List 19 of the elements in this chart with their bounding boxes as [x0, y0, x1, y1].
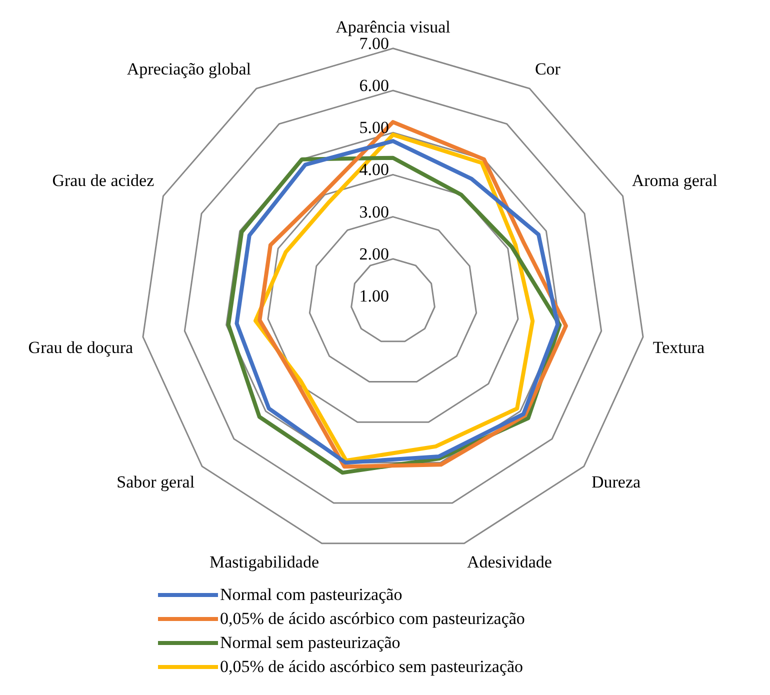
spoke-label: Dureza [591, 472, 641, 492]
spoke-label: Textura [652, 338, 706, 358]
y-tick-label: 4.00 [359, 160, 389, 180]
legend-label: 0,05% de ácido ascórbico sem pasteurização [220, 657, 524, 677]
spoke-label: Mastigabilidade [209, 552, 320, 572]
y-tick-label: 6.00 [359, 76, 389, 95]
spoke-label: Cor [534, 59, 561, 78]
spoke-label: Grau de doçura [28, 338, 134, 358]
spoke-label: Adesividade [466, 552, 552, 572]
legend-label: Normal com pasteurização [220, 585, 402, 605]
legend-label: Normal sem pasteurização [220, 633, 400, 653]
y-tick-label: 3.00 [359, 202, 389, 222]
spoke-label: Grau de acidez [52, 171, 155, 190]
spoke-label: Sabor geral [116, 472, 195, 492]
legend-label: 0,05% de ácido ascórbico com pasteurização [220, 609, 525, 629]
y-tick-label: 1.00 [359, 286, 389, 306]
spoke-label: Apreciação global [126, 59, 252, 78]
spoke-label: Aroma geral [632, 171, 718, 190]
y-tick-label: 2.00 [359, 244, 389, 264]
